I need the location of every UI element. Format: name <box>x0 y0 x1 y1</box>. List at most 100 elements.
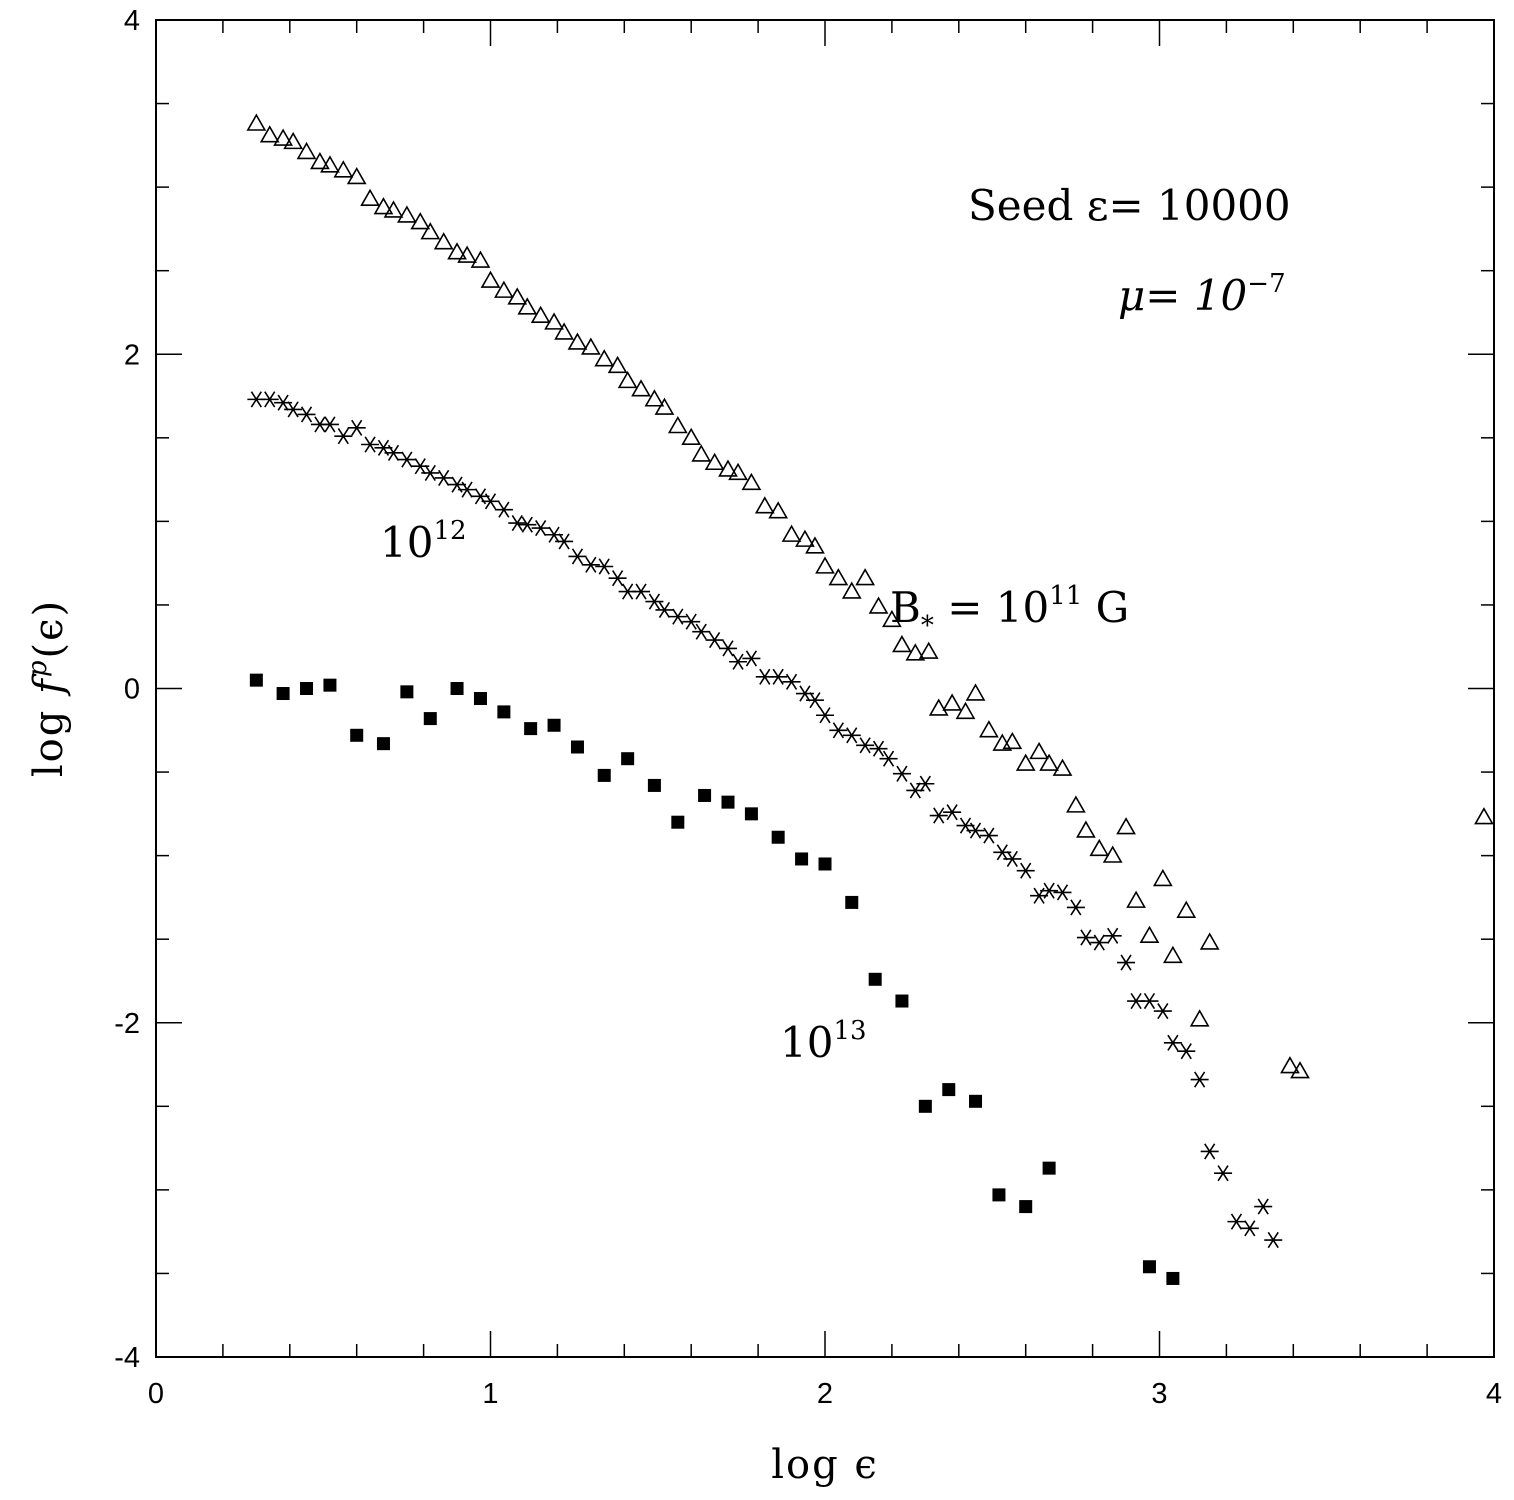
tick-labels: 0 1 2 3 4 -4 -2 0 2 4 <box>114 5 1502 1410</box>
asterisk-point <box>782 673 801 690</box>
asterisk-point <box>1214 1165 1233 1182</box>
asterisk-point <box>705 631 724 649</box>
triangle-point <box>691 444 712 462</box>
triangle-point <box>447 242 467 260</box>
asterisk-point <box>384 444 403 461</box>
asterisk-point <box>829 722 848 739</box>
square-point <box>1166 1271 1180 1285</box>
asterisk-point <box>397 451 416 468</box>
square-point <box>744 807 758 821</box>
asterisk-point <box>892 765 911 782</box>
triangle-point <box>741 472 762 491</box>
triangle-point <box>704 452 725 471</box>
triangle-point <box>554 322 574 340</box>
asterisk-point <box>260 391 279 408</box>
triangle-point <box>1474 807 1494 825</box>
triangle-point <box>530 305 551 323</box>
asterisk-point <box>361 436 380 453</box>
square-point <box>671 815 685 829</box>
square-point <box>795 852 809 866</box>
asterisk-point <box>692 623 711 640</box>
triangle-point <box>1039 753 1059 771</box>
triangle-point <box>346 166 367 185</box>
triangle-point <box>1015 753 1036 771</box>
triangle-point <box>296 141 317 160</box>
x-axis-title: log ϵ <box>771 1442 879 1488</box>
asterisk-point <box>1053 884 1072 901</box>
triangle-point <box>544 312 564 330</box>
asterisk-point <box>508 514 527 532</box>
series-asterisk <box>247 391 1283 1249</box>
y-tick-label: -4 <box>114 1342 140 1374</box>
asterisk-point <box>1240 1220 1259 1237</box>
asterisk-point <box>595 558 614 575</box>
triangle-point <box>1199 932 1220 950</box>
square-point <box>597 768 611 782</box>
x-tick-label: 3 <box>1151 1378 1167 1410</box>
asterisk-point <box>1163 1034 1182 1051</box>
series-filled-square <box>249 673 1180 1285</box>
asterisk-point <box>581 556 600 573</box>
triangle-point <box>457 245 477 263</box>
square-point <box>473 692 487 706</box>
asterisk-point <box>1190 1071 1209 1088</box>
square-point <box>698 788 712 802</box>
asterisk-point <box>1153 1002 1172 1020</box>
triangle-point <box>805 536 825 554</box>
asterisk-point <box>879 750 898 767</box>
asterisk-point <box>929 807 948 824</box>
asterisk-point <box>1103 927 1122 944</box>
square-point <box>547 718 561 732</box>
triangle-point <box>410 212 431 230</box>
asterisk-point <box>347 419 366 436</box>
asterisk-point <box>284 401 303 418</box>
triangle-point <box>507 287 528 305</box>
triangle-point <box>1065 795 1086 813</box>
y-tick-label: 2 <box>124 339 140 371</box>
triangle-point <box>1189 1009 1210 1027</box>
square-point <box>1019 1200 1033 1214</box>
asterisk-point <box>682 613 701 630</box>
triangle-point <box>1290 1061 1310 1079</box>
asterisk-point <box>805 692 824 709</box>
asterisk-point <box>943 804 962 821</box>
triangle-point <box>631 379 651 397</box>
triangle-point <box>928 698 949 716</box>
axis-ticks <box>155 19 1495 1358</box>
triangle-point <box>795 529 815 547</box>
asterisk-point <box>869 740 888 757</box>
asterisk-point <box>856 737 875 754</box>
series-open-triangle <box>246 113 1494 1079</box>
y-tick-label: -2 <box>114 1008 140 1040</box>
triangle-point <box>815 556 835 574</box>
asterisk-point <box>334 428 353 445</box>
square-point <box>497 705 511 719</box>
square-point <box>721 795 735 809</box>
square-point <box>524 722 538 736</box>
asterisk-point <box>655 601 674 619</box>
triangle-point <box>1152 868 1173 887</box>
plot-frame <box>155 19 1495 1358</box>
triangle-point <box>310 151 330 170</box>
square-point <box>423 712 437 726</box>
triangle-point <box>905 643 926 661</box>
triangle-point <box>1052 758 1073 776</box>
triangle-point <box>283 131 304 150</box>
asterisk-point <box>481 493 500 510</box>
triangle-point <box>667 416 688 434</box>
square-point <box>350 728 364 742</box>
asterisk-point <box>1003 850 1022 868</box>
asterisk-point <box>1177 1043 1196 1060</box>
x-tick-label: 4 <box>1486 1378 1502 1410</box>
asterisk-point <box>645 593 664 610</box>
asterisk-point <box>494 501 513 518</box>
asterisk-point <box>916 775 935 792</box>
square-point <box>276 687 290 701</box>
square-point <box>300 682 314 695</box>
square-point <box>621 752 635 766</box>
asterisk-point <box>1264 1231 1283 1249</box>
asterisk-point <box>518 516 537 533</box>
square-point <box>868 972 882 986</box>
triangle-point <box>594 349 615 367</box>
triangle-point <box>781 524 802 542</box>
